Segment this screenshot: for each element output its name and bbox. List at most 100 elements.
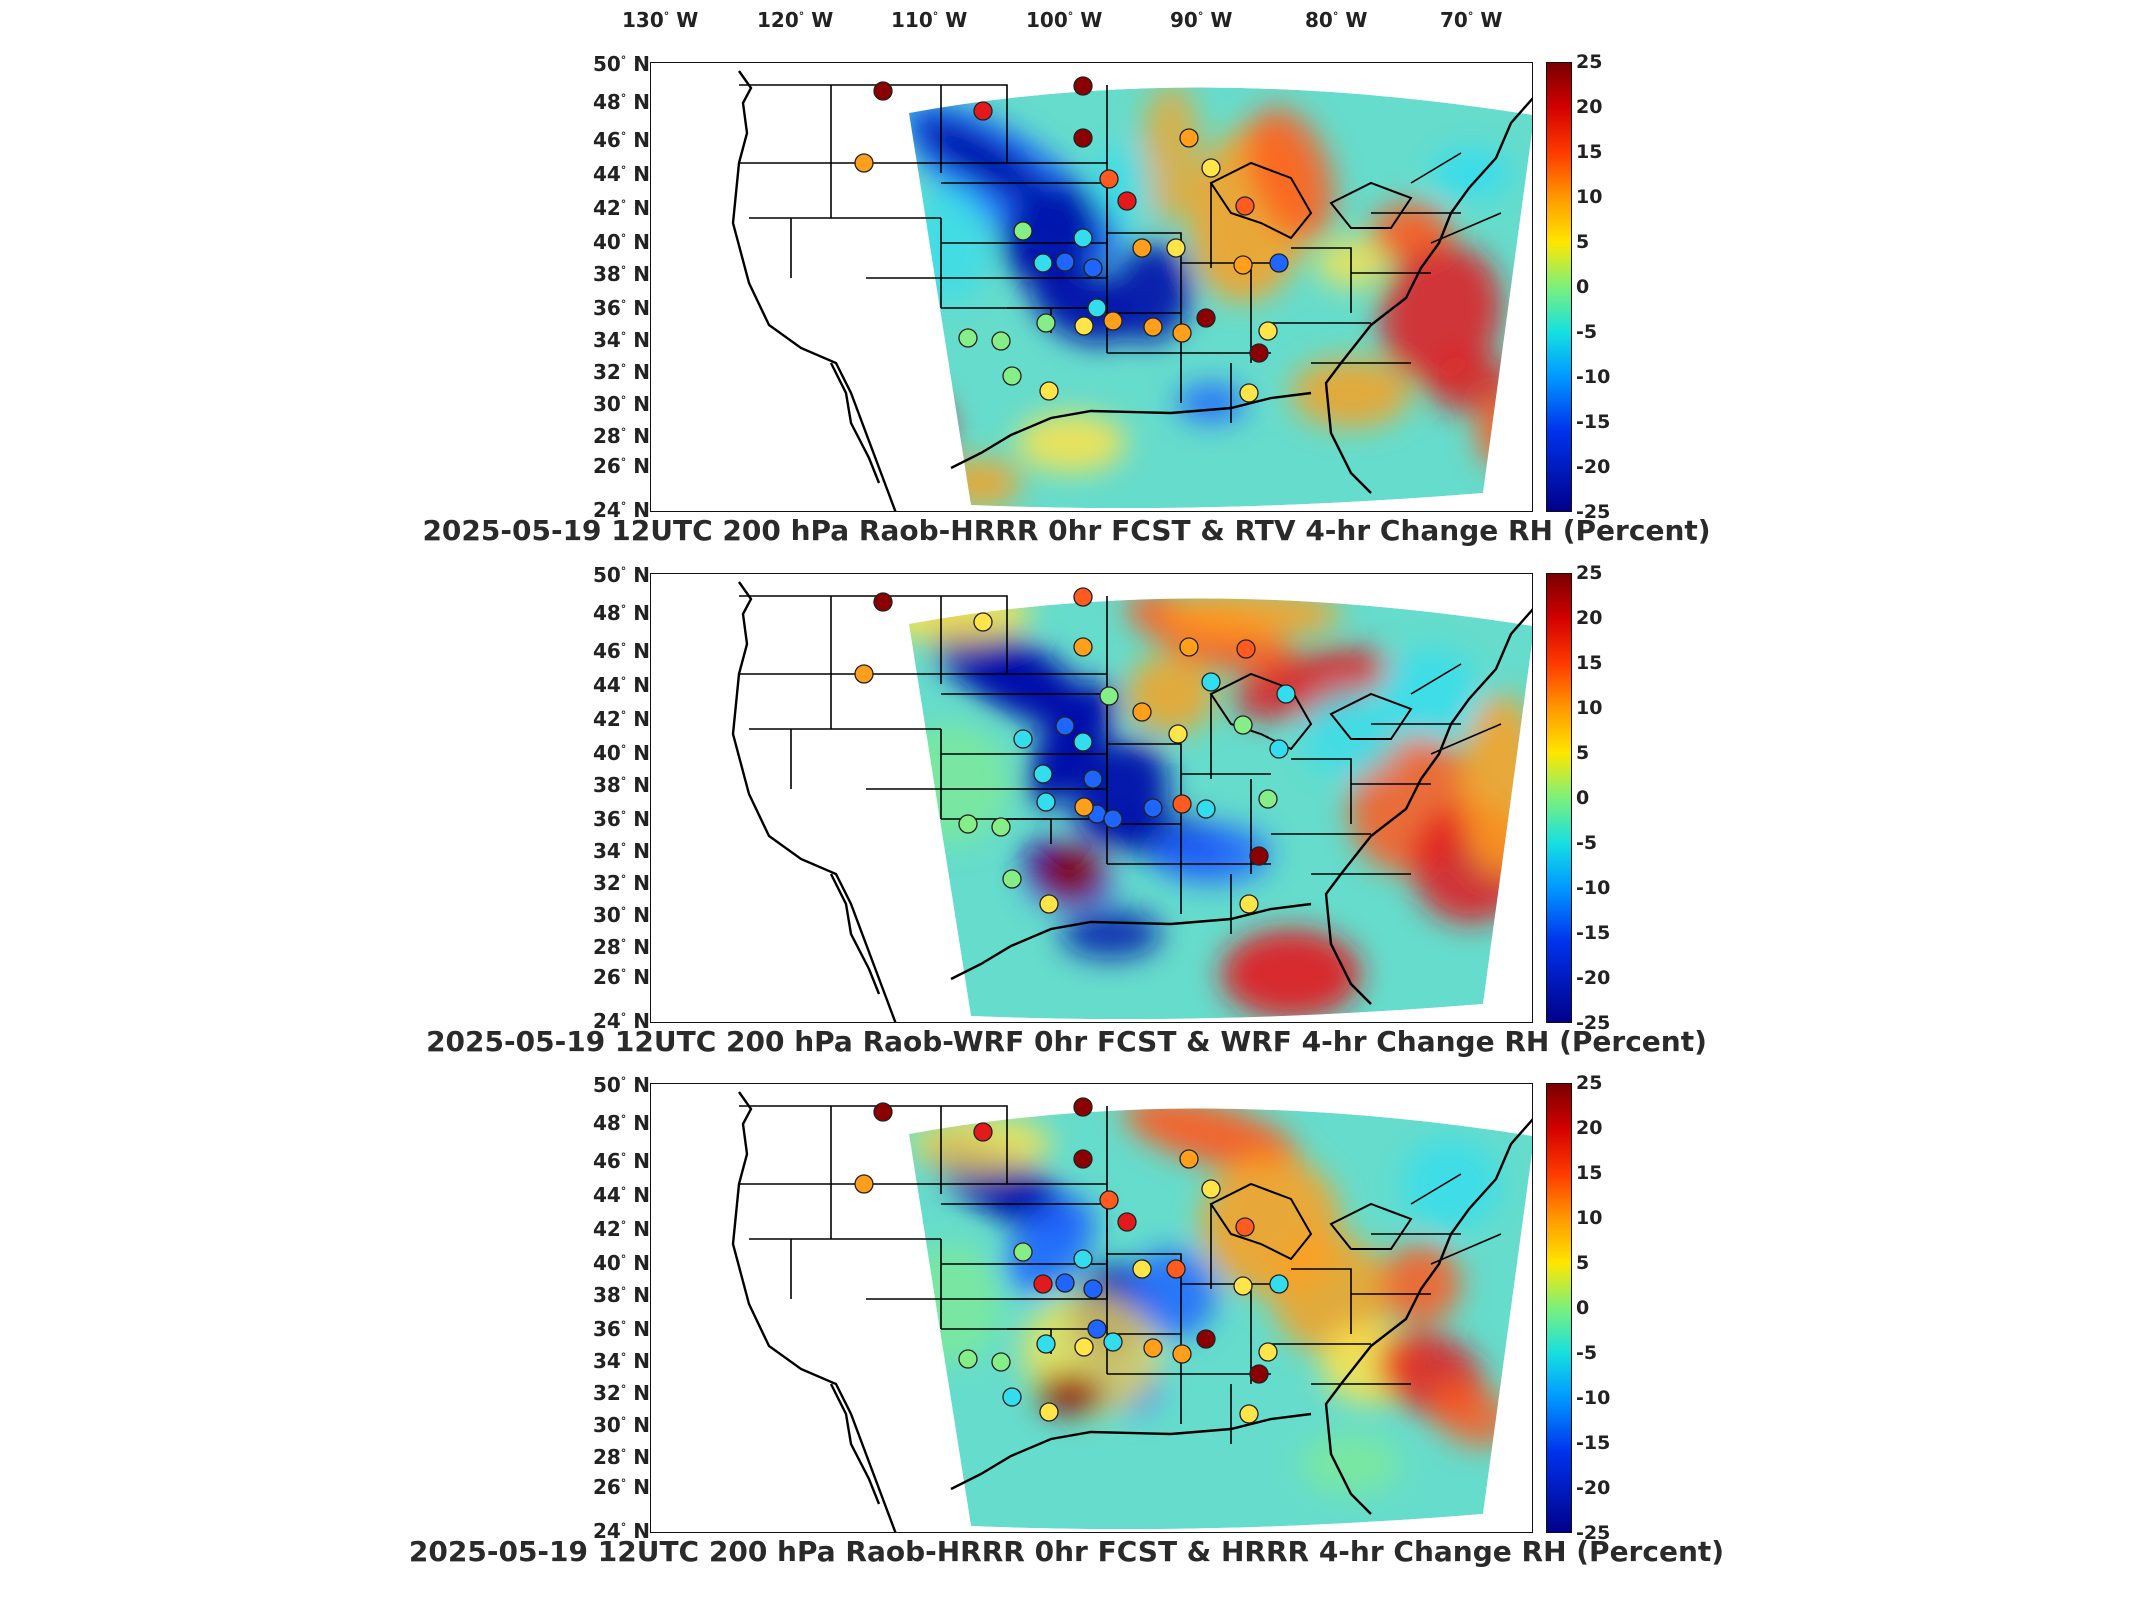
raob-station-marker xyxy=(973,1122,993,1142)
raob-station-marker xyxy=(1073,1249,1093,1269)
rh-change-region xyxy=(1246,105,1336,241)
raob-station-marker xyxy=(1258,1342,1278,1362)
raob-station-marker xyxy=(1179,1149,1199,1169)
boundaries xyxy=(731,70,1532,511)
map-panel-2: 50° N 48° N 46° N 44° N 42° N 40° N 38° N 36° N… xyxy=(0,562,2133,1081)
model-domain-field xyxy=(909,1108,1532,1530)
lat-label-48: 48° N xyxy=(592,90,650,114)
raob-station-marker xyxy=(1074,1337,1094,1357)
map-svg xyxy=(731,70,1532,511)
lat-label-48: 48° N xyxy=(592,1111,650,1135)
colorbar-tick: 15 xyxy=(1576,1162,1603,1184)
colorbar xyxy=(1546,573,1572,1023)
colorbar-ticks: 25 20 15 10 5 0 -5 -10 -15 -20 -25 xyxy=(1576,1072,1636,1544)
raob-station-marker xyxy=(1002,1387,1022,1407)
raob-station-marker xyxy=(1172,1344,1192,1364)
rh-change-region xyxy=(1036,846,1106,902)
colorbar-tick: 20 xyxy=(1576,1117,1603,1139)
model-domain-field xyxy=(909,87,1532,509)
rh-change-region xyxy=(1401,1139,1501,1229)
raob-station-marker xyxy=(854,153,874,173)
lat-label-50: 50° N xyxy=(592,563,650,587)
lat-label-46: 46° N xyxy=(592,128,650,152)
colorbar-tick: 5 xyxy=(1576,742,1590,764)
raob-station-marker xyxy=(1233,715,1253,735)
raob-station-marker xyxy=(1073,228,1093,248)
colorbar-tick: 5 xyxy=(1576,231,1590,253)
rh-change-region xyxy=(1381,1244,1461,1324)
colorbar-tick: -20 xyxy=(1576,456,1611,478)
raob-station-marker xyxy=(1099,1190,1119,1210)
colorbar-tick: 0 xyxy=(1576,276,1590,298)
raob-station-marker xyxy=(1166,238,1186,258)
map-svg xyxy=(731,581,1532,1022)
lat-label-30: 30° N xyxy=(592,1413,650,1437)
lon-label-80: 80° W xyxy=(1305,8,1368,32)
rh-change-map xyxy=(650,573,1533,1023)
lon-label-110: 110° W xyxy=(891,8,968,32)
colorbar-tick: -20 xyxy=(1576,1477,1611,1499)
raob-station-marker xyxy=(1073,76,1093,96)
rh-change-region xyxy=(1426,353,1516,413)
panel-title: 2025-05-19 12UTC 200 hPa Raob-WRF 0hr FC… xyxy=(426,1025,1707,1058)
colorbar-tick: -25 xyxy=(1576,1012,1611,1034)
lat-label-36: 36° N xyxy=(592,807,650,831)
raob-station-marker xyxy=(1117,1212,1137,1232)
lon-label-120: 120° W xyxy=(757,8,834,32)
raob-station-marker xyxy=(1168,724,1188,744)
rh-change-region xyxy=(1301,1434,1401,1494)
colorbar-tick: 25 xyxy=(1576,1072,1603,1094)
rh-change-region xyxy=(1431,148,1511,198)
raob-station-marker xyxy=(1103,1332,1123,1352)
lat-label-44: 44° N xyxy=(592,673,650,697)
raob-station-marker xyxy=(1143,798,1163,818)
lat-label-42: 42° N xyxy=(592,1217,650,1241)
raob-station-marker xyxy=(1074,316,1094,336)
raob-stations xyxy=(854,76,1289,403)
raob-station-marker xyxy=(1036,1334,1056,1354)
colorbar-tick: -5 xyxy=(1576,321,1598,343)
rh-change-region xyxy=(1061,909,1161,959)
raob-station-marker xyxy=(1249,343,1269,363)
latitude-axis: 50° N 48° N 46° N 44° N 42° N 40° N 38° N 36° N… xyxy=(560,563,650,1033)
colorbar-tick: -15 xyxy=(1576,922,1611,944)
raob-station-marker xyxy=(1074,797,1094,817)
rh-change-region xyxy=(1016,413,1126,473)
raob-station-marker xyxy=(1132,702,1152,722)
raob-station-marker xyxy=(1132,1259,1152,1279)
raob-station-marker xyxy=(1172,794,1192,814)
rh-change-region xyxy=(1291,358,1411,428)
raob-station-marker xyxy=(1055,1273,1075,1293)
lat-label-44: 44° N xyxy=(592,162,650,186)
rh-change-region xyxy=(1271,1234,1391,1354)
raob-station-marker xyxy=(1087,298,1107,318)
lat-label-40: 40° N xyxy=(592,741,650,765)
raob-station-marker xyxy=(1002,869,1022,889)
raob-station-marker xyxy=(958,328,978,348)
raob-station-marker xyxy=(1166,1259,1186,1279)
rh-change-region xyxy=(909,393,951,473)
lat-label-34: 34° N xyxy=(592,1349,650,1373)
model-domain-field xyxy=(909,598,1532,1020)
raob-station-marker xyxy=(854,664,874,684)
rh-change-region xyxy=(1476,398,1526,468)
raob-station-marker xyxy=(1099,169,1119,189)
colorbar-tick: 10 xyxy=(1576,1207,1603,1229)
lat-label-36: 36° N xyxy=(592,1317,650,1341)
raob-station-marker xyxy=(1196,799,1216,819)
rh-change-region xyxy=(1381,649,1481,739)
raob-station-marker xyxy=(1235,196,1255,216)
map-panel-1: 50° N 48° N 46° N 44° N 42° N 40° N 38° N 36° N… xyxy=(0,51,2133,570)
raob-station-marker xyxy=(1196,308,1216,328)
lat-label-42: 42° N xyxy=(592,707,650,731)
raob-station-marker xyxy=(1099,686,1119,706)
colorbar-tick: 0 xyxy=(1576,787,1590,809)
rh-change-region xyxy=(1379,244,1503,382)
colorbar-tick: 10 xyxy=(1576,697,1603,719)
lat-label-26: 26° N xyxy=(592,965,650,989)
rh-change-region xyxy=(1126,654,1216,734)
raob-station-marker xyxy=(1002,366,1022,386)
lat-label-28: 28° N xyxy=(592,1445,650,1469)
raob-station-marker xyxy=(1143,317,1163,337)
colorbar-tick: -25 xyxy=(1576,501,1611,523)
